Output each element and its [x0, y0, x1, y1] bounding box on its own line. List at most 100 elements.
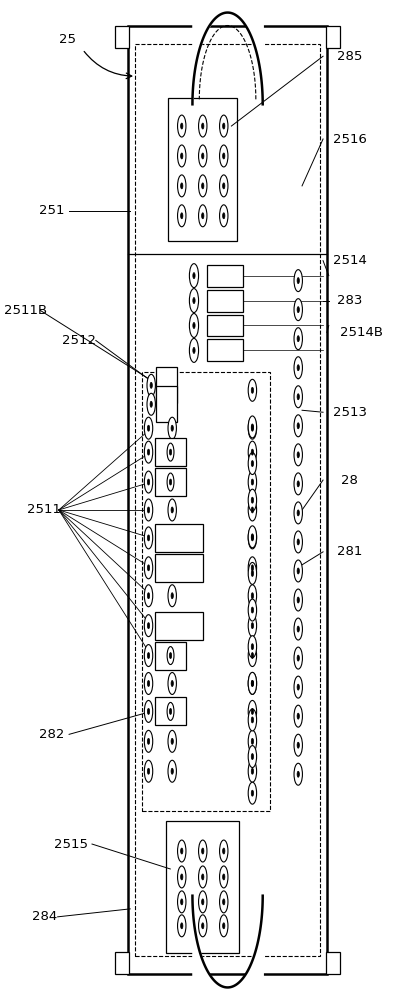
Circle shape — [251, 570, 254, 576]
Circle shape — [251, 425, 254, 431]
Text: 25: 25 — [59, 33, 76, 46]
Circle shape — [181, 123, 183, 129]
Text: 282: 282 — [39, 728, 65, 741]
Bar — [155, 642, 186, 670]
Circle shape — [223, 899, 225, 905]
Circle shape — [167, 647, 174, 665]
Circle shape — [248, 416, 256, 438]
Circle shape — [177, 115, 186, 137]
Circle shape — [202, 899, 204, 905]
Circle shape — [248, 562, 256, 584]
Circle shape — [202, 183, 204, 189]
Text: 281: 281 — [337, 545, 362, 558]
Circle shape — [145, 417, 153, 439]
Circle shape — [248, 782, 256, 804]
Circle shape — [248, 453, 256, 475]
Circle shape — [251, 680, 254, 686]
Bar — [155, 524, 203, 552]
Circle shape — [145, 471, 153, 493]
Circle shape — [147, 768, 150, 774]
Circle shape — [294, 386, 303, 408]
Circle shape — [248, 417, 256, 439]
Circle shape — [171, 425, 173, 431]
Text: 28: 28 — [341, 474, 358, 487]
Circle shape — [251, 644, 254, 650]
Text: 2514: 2514 — [333, 254, 367, 267]
Circle shape — [145, 585, 153, 607]
Circle shape — [294, 531, 303, 553]
Bar — [326, 26, 340, 48]
Circle shape — [294, 560, 303, 582]
Circle shape — [147, 708, 150, 714]
Text: 284: 284 — [32, 910, 57, 923]
Circle shape — [147, 393, 155, 415]
Circle shape — [145, 730, 153, 752]
Circle shape — [181, 899, 183, 905]
Circle shape — [251, 507, 254, 513]
Circle shape — [177, 915, 186, 937]
Circle shape — [147, 507, 150, 513]
Text: 2511B: 2511B — [4, 304, 47, 317]
Circle shape — [198, 145, 207, 167]
Circle shape — [147, 593, 150, 599]
Circle shape — [167, 443, 174, 461]
Circle shape — [251, 790, 254, 796]
Circle shape — [220, 115, 228, 137]
Circle shape — [248, 730, 256, 752]
Circle shape — [145, 499, 153, 521]
Circle shape — [198, 915, 207, 937]
Circle shape — [251, 497, 254, 503]
Circle shape — [251, 387, 254, 393]
Circle shape — [147, 738, 150, 744]
Circle shape — [198, 205, 207, 227]
Circle shape — [171, 680, 173, 686]
Circle shape — [248, 615, 256, 637]
Circle shape — [251, 653, 254, 659]
Text: 2515: 2515 — [54, 838, 88, 851]
Circle shape — [145, 615, 153, 637]
Circle shape — [171, 593, 173, 599]
Bar — [115, 26, 129, 48]
Circle shape — [145, 441, 153, 463]
Circle shape — [248, 636, 256, 658]
Circle shape — [297, 336, 299, 342]
Circle shape — [168, 673, 176, 694]
Circle shape — [189, 314, 198, 337]
Circle shape — [177, 840, 186, 862]
Circle shape — [251, 738, 254, 744]
Circle shape — [181, 183, 183, 189]
Circle shape — [294, 647, 303, 669]
Circle shape — [150, 401, 152, 407]
Text: 2514B: 2514B — [340, 326, 383, 339]
Circle shape — [294, 618, 303, 640]
Circle shape — [248, 746, 256, 768]
Circle shape — [150, 382, 152, 388]
Circle shape — [170, 449, 172, 455]
Circle shape — [147, 623, 150, 629]
Circle shape — [251, 717, 254, 723]
Circle shape — [248, 527, 256, 549]
Circle shape — [297, 278, 299, 284]
Circle shape — [223, 153, 225, 159]
Circle shape — [168, 585, 176, 607]
Circle shape — [193, 347, 195, 353]
Circle shape — [145, 760, 153, 782]
Circle shape — [251, 534, 254, 540]
Circle shape — [251, 535, 254, 541]
Circle shape — [251, 479, 254, 485]
Circle shape — [294, 734, 303, 756]
Circle shape — [177, 891, 186, 913]
Circle shape — [251, 424, 254, 430]
Circle shape — [248, 489, 256, 511]
Circle shape — [170, 479, 172, 485]
Circle shape — [147, 425, 150, 431]
Circle shape — [223, 848, 225, 854]
Circle shape — [248, 645, 256, 667]
Circle shape — [248, 379, 256, 401]
Circle shape — [171, 768, 173, 774]
Circle shape — [171, 738, 173, 744]
Bar — [155, 612, 203, 640]
Bar — [206, 315, 243, 336]
Circle shape — [223, 874, 225, 880]
Bar — [326, 952, 340, 974]
